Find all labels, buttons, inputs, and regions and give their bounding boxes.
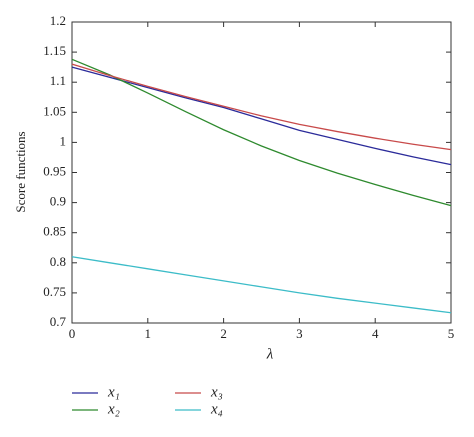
data-line <box>71 58 452 207</box>
y-tick-label: 0.7 <box>50 314 67 329</box>
x-tick-label: 2 <box>220 326 227 341</box>
y-tick-label: 1.05 <box>43 103 66 118</box>
x-tick-label: 0 <box>69 326 76 341</box>
y-tick-label: 1.15 <box>43 43 66 58</box>
y-tick-label: 0.85 <box>43 224 66 239</box>
data-line <box>71 256 452 314</box>
data-line <box>71 66 452 166</box>
plot-frame <box>71 21 452 324</box>
y-axis-label: Score functions <box>13 131 28 212</box>
data-line <box>71 63 452 151</box>
x-axis-label: λ <box>266 346 274 362</box>
y-tick-label: 0.9 <box>50 194 66 209</box>
y-tick-label: 0.8 <box>50 254 66 269</box>
legend-label: x₄ <box>210 401 223 417</box>
legend-label: x₂ <box>107 401 120 417</box>
legend-label: x₃ <box>210 384 223 400</box>
x-tick-label: 4 <box>372 326 379 341</box>
x-tick-label: 1 <box>145 326 152 341</box>
y-tick-label: 0.75 <box>43 284 66 299</box>
y-tick-label: 1.2 <box>50 13 66 28</box>
y-tick-label: 1.1 <box>50 73 66 88</box>
x-tick-label: 3 <box>296 326 303 341</box>
y-tick-label: 1 <box>60 133 67 148</box>
y-tick-label: 0.95 <box>43 163 66 178</box>
x-tick-label: 5 <box>448 326 455 341</box>
legend-label: x₁ <box>107 384 120 400</box>
